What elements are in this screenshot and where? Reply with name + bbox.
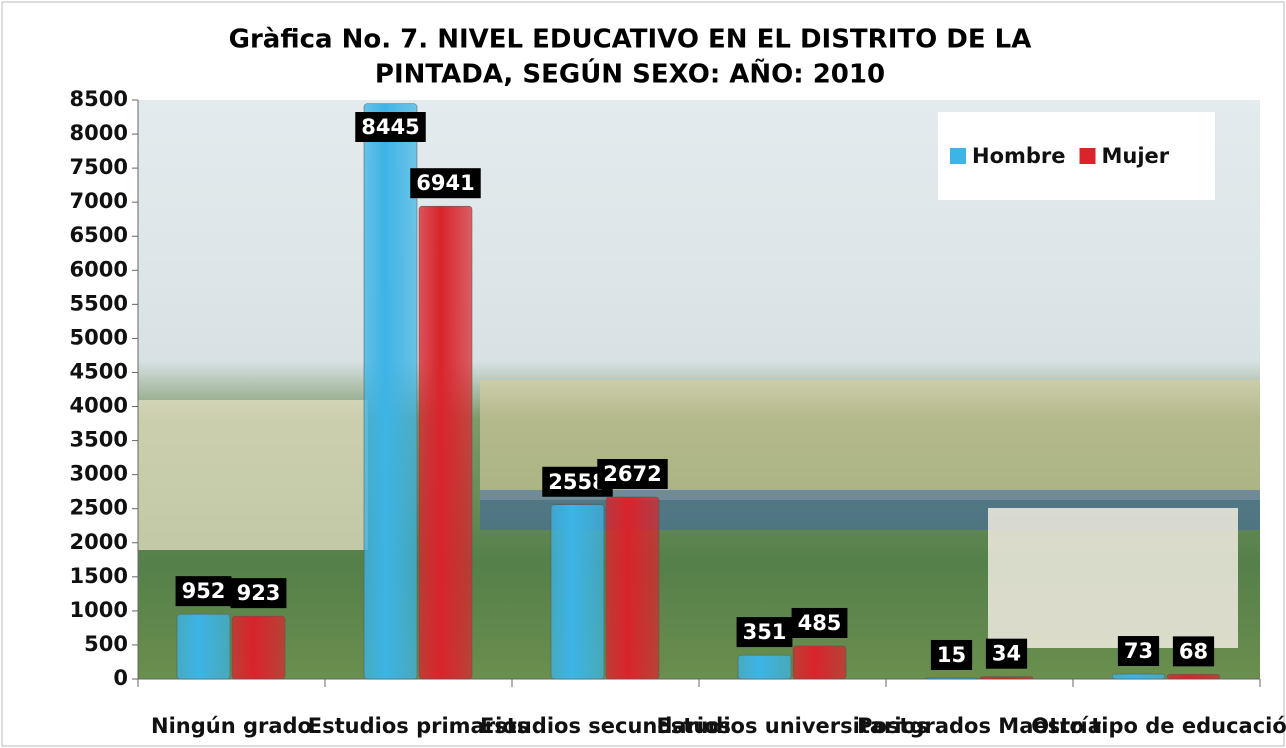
value-label-box <box>930 639 973 670</box>
sign <box>988 508 1238 648</box>
legend-label: Hombre <box>972 144 1066 168</box>
value-label: 2558 <box>548 470 606 494</box>
chart-title: PINTADA, SEGÚN SEXO: AÑO: 2010 <box>375 58 885 90</box>
y-tick-label: 6500 <box>70 223 128 247</box>
legend-box <box>938 112 1215 200</box>
y-tick-label: 4000 <box>70 394 128 418</box>
value-label: 8445 <box>361 115 419 139</box>
value-label-box <box>985 638 1028 669</box>
value-label-box <box>1172 636 1215 667</box>
bar <box>176 613 231 680</box>
y-tick-label: 2000 <box>70 530 128 554</box>
y-tick-label: 3000 <box>70 462 128 486</box>
bar <box>418 205 473 680</box>
y-tick-label: 1500 <box>70 564 128 588</box>
value-label: 68 <box>1179 639 1208 663</box>
value-label: 485 <box>798 611 842 635</box>
y-tick-label: 0 <box>113 666 128 690</box>
building <box>138 400 368 550</box>
x-tick-label: Postgrados Maestría <box>857 714 1102 738</box>
x-tick-label: Otro tipo de educación <box>1031 714 1286 738</box>
bar <box>1166 674 1221 680</box>
chart-title: Gràfica No. 7. NIVEL EDUCATIVO EN EL DIS… <box>229 25 1032 55</box>
y-tick-label: 7000 <box>70 189 128 213</box>
y-tick-label: 6000 <box>70 257 128 281</box>
value-label: 351 <box>743 620 787 644</box>
x-tick-label: Estudios universitarios <box>656 714 928 738</box>
legend-swatch <box>1079 148 1096 164</box>
bar <box>792 645 847 680</box>
value-label: 34 <box>992 642 1021 666</box>
x-tick-label: Ningún grado <box>151 714 312 738</box>
bar <box>924 677 979 680</box>
bar <box>231 615 286 680</box>
y-tick-label: 500 <box>84 632 128 656</box>
legend-label: Mujer <box>1102 144 1170 168</box>
value-label-box <box>1117 636 1160 667</box>
y-tick-label: 5000 <box>70 325 128 349</box>
value-label-box <box>175 576 232 607</box>
value-label-box <box>597 458 668 489</box>
legend-swatch <box>950 148 966 164</box>
value-label-box <box>410 168 481 199</box>
y-tick-label: 5500 <box>70 291 128 315</box>
value-label: 73 <box>1124 639 1153 663</box>
y-tick-label: 4500 <box>70 359 128 383</box>
value-label: 952 <box>182 579 226 603</box>
x-tick-label: Estudios primarios <box>308 714 529 738</box>
bar <box>979 676 1034 680</box>
y-tick-label: 7500 <box>70 155 128 179</box>
bar <box>363 103 418 680</box>
value-label-box <box>791 607 848 638</box>
y-tick-label: 8000 <box>70 121 128 145</box>
bar <box>605 496 660 680</box>
y-tick-label: 2500 <box>70 496 128 520</box>
value-label: 15 <box>937 643 966 667</box>
value-label-box <box>355 112 426 142</box>
bar <box>737 654 792 680</box>
value-label: 6941 <box>416 171 474 195</box>
value-label: 923 <box>237 581 281 605</box>
y-tick-label: 3500 <box>70 428 128 452</box>
legend: Hombre Mujer <box>938 112 1215 200</box>
y-tick-label: 8500 <box>70 87 128 111</box>
x-tick-label: Estudios secundarios <box>480 714 731 738</box>
value-label: 2672 <box>603 462 661 486</box>
value-label-box <box>230 578 287 609</box>
value-label-box <box>736 617 793 648</box>
bar <box>1111 673 1166 680</box>
y-tick-label: 1000 <box>70 598 128 622</box>
bar <box>550 504 605 680</box>
